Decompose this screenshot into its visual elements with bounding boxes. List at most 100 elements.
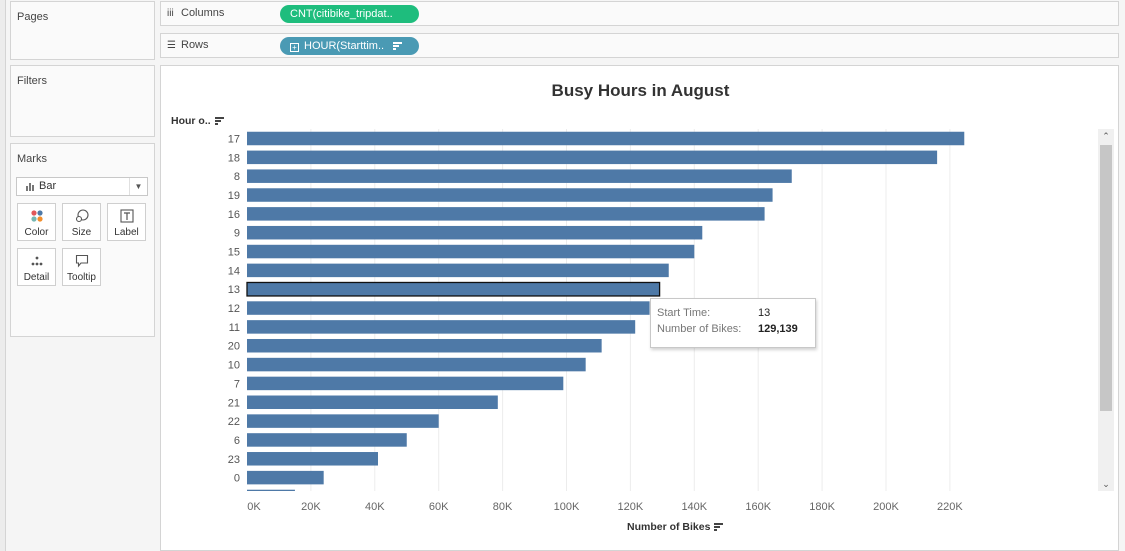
y-tick-label: 15 bbox=[228, 247, 240, 259]
bar-hour-1[interactable] bbox=[247, 489, 295, 504]
marks-title: Marks bbox=[17, 153, 47, 165]
x-tick-label: 140K bbox=[681, 501, 707, 513]
rows-pill-text: HOUR(Starttim.. bbox=[304, 40, 385, 52]
mark-type-dropdown[interactable]: Bar ▼ bbox=[16, 177, 148, 196]
x-tick-label: 120K bbox=[618, 501, 644, 513]
x-tick-label: 20K bbox=[301, 501, 321, 513]
y-tick-label: 17 bbox=[228, 134, 240, 146]
rows-shelf[interactable]: ☰ Rows + HOUR(Starttim.. bbox=[160, 33, 1119, 58]
detail-button[interactable]: Detail bbox=[17, 248, 56, 286]
bar-hour-7[interactable] bbox=[247, 376, 564, 391]
bar-hour-21[interactable] bbox=[247, 395, 498, 410]
tooltip-start-value: 13 bbox=[758, 307, 771, 319]
expand-icon: + bbox=[290, 43, 299, 52]
y-axis-title[interactable]: Hour o.. bbox=[171, 115, 224, 127]
tooltip-label: Tooltip bbox=[67, 272, 96, 283]
detail-label: Detail bbox=[23, 272, 50, 283]
columns-shelf[interactable]: iii Columns CNT(citibike_tripdat.. bbox=[160, 1, 1119, 26]
label-icon bbox=[108, 207, 145, 227]
x-tick-label: 100K bbox=[554, 501, 580, 513]
bar-hour-19[interactable] bbox=[247, 188, 773, 202]
y-tick-label: 8 bbox=[234, 171, 240, 183]
x-axis-title[interactable]: Number of Bikes bbox=[627, 521, 724, 533]
x-tick-label: 200K bbox=[873, 501, 899, 513]
bar-chart-icon bbox=[26, 182, 36, 191]
bar-hour-20[interactable] bbox=[247, 338, 602, 353]
chart-view: Busy Hours in August Hour o.. 17 18 8 19 16 9… bbox=[160, 65, 1119, 551]
color-icon bbox=[18, 207, 55, 227]
tooltip-popup: Start Time: 13 Number of Bikes: 129,139 bbox=[650, 298, 816, 348]
bar-hour-15[interactable] bbox=[247, 244, 695, 259]
y-tick-label: 7 bbox=[234, 378, 240, 390]
vertical-scrollbar[interactable]: ⌃ ⌄ bbox=[1098, 129, 1114, 491]
tooltip-icon bbox=[63, 252, 100, 272]
size-label: Size bbox=[71, 227, 92, 238]
bar-hour-0[interactable] bbox=[247, 470, 324, 485]
rows-icon: ☰ bbox=[167, 40, 176, 51]
tooltip-start-label: Start Time: bbox=[657, 307, 711, 319]
x-tick-label: 160K bbox=[745, 501, 771, 513]
size-button[interactable]: Size bbox=[62, 203, 101, 241]
bar-hour-8[interactable] bbox=[247, 169, 792, 183]
filters-card[interactable]: Filters bbox=[10, 65, 155, 137]
y-tick-label: 21 bbox=[228, 397, 240, 409]
x-tick-label: 180K bbox=[809, 501, 835, 513]
x-tick-label: 60K bbox=[429, 501, 449, 513]
bars-group: 17 18 8 19 16 9 15 14 13 12 11 20 10 7 21 22 6 23 0 1 bbox=[228, 131, 965, 504]
bar-hour-9[interactable] bbox=[247, 225, 703, 240]
tooltip-bikes-label: Number of Bikes: bbox=[657, 323, 742, 335]
columns-icon: iii bbox=[167, 8, 174, 19]
bar-hour-13[interactable] bbox=[246, 281, 661, 297]
pages-title: Pages bbox=[17, 11, 49, 23]
scroll-thumb[interactable] bbox=[1100, 145, 1112, 411]
x-tick-label: 0K bbox=[247, 501, 261, 513]
y-tick-label: 22 bbox=[228, 416, 240, 428]
sort-icon[interactable] bbox=[714, 523, 724, 531]
y-tick-label: 16 bbox=[228, 209, 240, 221]
color-button[interactable]: Color bbox=[17, 203, 56, 241]
y-tick-label: 0 bbox=[234, 473, 240, 485]
bar-hour-14[interactable] bbox=[247, 263, 669, 278]
bar-hour-18[interactable] bbox=[247, 150, 938, 165]
bar-hour-16[interactable] bbox=[247, 207, 765, 221]
y-tick-label: 9 bbox=[234, 228, 240, 240]
y-tick-label: 11 bbox=[229, 322, 240, 334]
bar-hour-11[interactable] bbox=[247, 320, 636, 334]
bar-chart: 17 18 8 19 16 9 15 14 13 12 11 20 10 7 21 22 6 23 0 1 0K 20K 4… bbox=[228, 129, 965, 513]
mark-type-value: Bar bbox=[39, 180, 57, 192]
chart-title: Busy Hours in August bbox=[551, 81, 730, 100]
tooltip-bikes-value: 129,139 bbox=[758, 323, 798, 335]
rows-pill[interactable]: + HOUR(Starttim.. bbox=[280, 37, 419, 55]
sort-icon bbox=[393, 42, 403, 50]
x-tick-label: 220K bbox=[937, 501, 963, 513]
columns-pill[interactable]: CNT(citibike_tripdat.. bbox=[280, 5, 419, 23]
bar-hour-10[interactable] bbox=[247, 357, 586, 372]
label-label: Label bbox=[114, 227, 139, 238]
chevron-down-icon[interactable]: ▼ bbox=[129, 178, 147, 195]
tooltip-button[interactable]: Tooltip bbox=[62, 248, 101, 286]
side-strip bbox=[0, 0, 6, 551]
y-tick-label: 23 bbox=[228, 454, 240, 466]
y-tick-label: 10 bbox=[228, 360, 240, 372]
y-tick-label: 12 bbox=[228, 303, 240, 315]
bar-hour-22[interactable] bbox=[247, 414, 439, 428]
label-button[interactable]: Label bbox=[107, 203, 146, 241]
y-tick-label: 19 bbox=[228, 190, 240, 202]
scroll-up-icon[interactable]: ⌃ bbox=[1102, 131, 1110, 141]
scroll-down-icon[interactable]: ⌄ bbox=[1102, 479, 1110, 489]
pages-card[interactable]: Pages bbox=[10, 1, 155, 60]
detail-icon bbox=[18, 252, 55, 272]
bar-hour-23[interactable] bbox=[247, 452, 378, 466]
sort-icon[interactable] bbox=[214, 117, 224, 125]
x-tick-label: 40K bbox=[365, 501, 385, 513]
bar-hour-6[interactable] bbox=[247, 433, 407, 447]
bar-hour-17[interactable] bbox=[247, 131, 965, 146]
y-tick-label: 20 bbox=[228, 341, 240, 353]
color-label: Color bbox=[24, 227, 49, 238]
marks-card: Marks Bar ▼ Color Size Label bbox=[10, 143, 155, 337]
y-tick-label: 14 bbox=[228, 265, 240, 277]
bar-hour-12[interactable] bbox=[247, 301, 650, 315]
x-tick-label: 80K bbox=[493, 501, 513, 513]
y-tick-label: 1 bbox=[234, 491, 240, 503]
